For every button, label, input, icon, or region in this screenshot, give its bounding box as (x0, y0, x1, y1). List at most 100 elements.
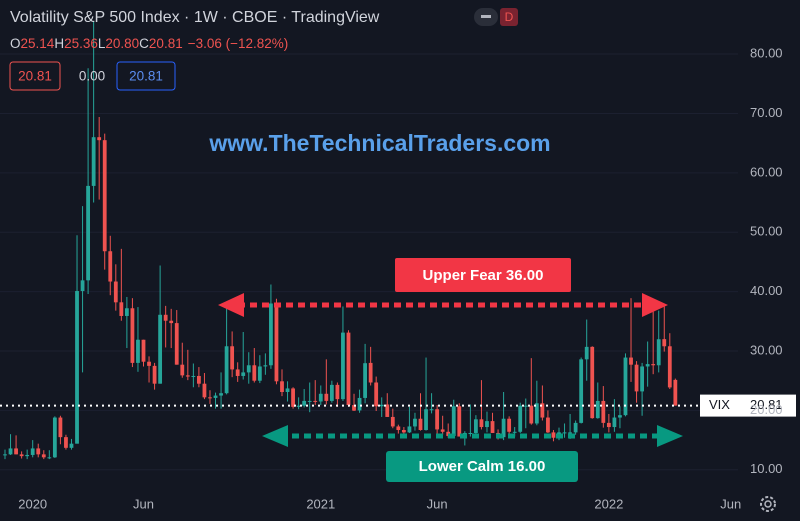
candle-body (152, 365, 157, 384)
candle-body (341, 332, 345, 400)
gear-center (764, 500, 772, 508)
candle-body (385, 404, 390, 417)
legend-value: 25.36 (64, 36, 98, 51)
candle-body (451, 406, 456, 436)
x-tick-label: 2020 (18, 496, 47, 511)
candle-body (457, 406, 462, 437)
candle-body (147, 361, 151, 366)
candle-body (424, 409, 428, 431)
legend-key: H (54, 36, 64, 51)
candle-body (213, 395, 218, 398)
candle-body (568, 432, 572, 434)
candle-body (584, 346, 589, 360)
candle-body (662, 339, 667, 347)
lower-label-box (386, 451, 578, 482)
candle-body (595, 400, 600, 419)
candle-body (534, 403, 539, 424)
candle-body (14, 448, 18, 455)
lower-label: Lower Calm 16.00 (419, 458, 546, 475)
toggle-bar (481, 15, 491, 18)
candle-body (523, 405, 528, 407)
badge: 0.00 (79, 69, 105, 84)
upper-label-box (395, 258, 571, 292)
candle-body (667, 346, 672, 388)
candle-body (219, 393, 223, 396)
candle-body (302, 400, 307, 406)
candle-body (280, 381, 284, 392)
arrowhead-right (642, 293, 668, 317)
lower-arrow (262, 425, 683, 447)
candle-body (485, 421, 489, 428)
candle-body (313, 400, 318, 402)
candle-body (606, 422, 611, 428)
legend-value: 25.14 (21, 36, 55, 51)
candle-body (41, 454, 46, 458)
candle-body (163, 314, 168, 321)
candle-body (291, 388, 295, 407)
candle-body (590, 346, 595, 419)
candle-body (335, 384, 340, 400)
chart-title: Volatility S&P 500 Index · 1W · CBOE · T… (10, 9, 380, 26)
legend-key: O (10, 36, 21, 51)
candle-body (396, 426, 401, 431)
candle-body (91, 137, 96, 186)
candle-body (307, 400, 312, 402)
candle-body (136, 339, 140, 363)
settings-icon[interactable] (760, 496, 776, 512)
candle-body (97, 137, 102, 141)
d-badge[interactable] (500, 8, 518, 26)
arrowhead-left (218, 293, 244, 317)
y-tick-label: 80.00 (750, 45, 783, 60)
legend-value: 20.80 (105, 36, 139, 51)
legend-value: 20.81 (149, 36, 183, 51)
badge-box (116, 61, 176, 91)
upper-arrow (218, 293, 668, 317)
arrowhead-right (657, 425, 683, 447)
candle-body (435, 409, 440, 430)
candle-body (119, 302, 124, 316)
candle-body (623, 357, 628, 416)
candle-body (629, 357, 633, 365)
candle-body (318, 393, 323, 402)
candle-body (651, 364, 656, 366)
candle-body (440, 429, 445, 432)
y-tick-label: 50.00 (750, 224, 783, 239)
candle-body (197, 375, 201, 384)
watermark: www.TheTechnicalTraders.com (208, 130, 550, 156)
candle-body (407, 426, 412, 433)
candle-body (363, 363, 367, 398)
d-badge-letter: D (505, 10, 514, 24)
x-tick-label: Jun (133, 496, 154, 511)
x-tick-label: Jun (427, 496, 448, 511)
candle-body (257, 366, 262, 381)
candle-body (429, 409, 434, 411)
candle-body (64, 437, 68, 448)
candle-body (30, 448, 35, 455)
x-tick-label: 2022 (594, 496, 623, 511)
legend-key: C (139, 36, 149, 51)
badge: 20.81 (18, 69, 52, 84)
y-tick-label: 30.00 (750, 342, 783, 357)
upper-label: Upper Fear 36.00 (423, 267, 544, 284)
y-tick-label: 60.00 (750, 164, 783, 179)
candle-body (8, 448, 13, 455)
candle-body (191, 375, 196, 377)
candle-body (102, 140, 107, 252)
price-label-value: 20.81 (750, 397, 783, 412)
candle-body (673, 379, 678, 406)
candle-body (413, 418, 417, 427)
price-label-box (700, 394, 796, 417)
candles (3, 21, 678, 460)
candle-body (479, 419, 484, 428)
candle-body (202, 383, 207, 398)
candle-body (158, 314, 163, 384)
candle-body (235, 369, 240, 376)
candle-body (512, 431, 517, 433)
y-tick-label: 20.00 (750, 402, 783, 417)
y-tick-label: 70.00 (750, 105, 783, 120)
candle-body (634, 364, 639, 392)
candle-body (368, 362, 373, 383)
candle-body (269, 303, 273, 366)
candle-body (274, 303, 279, 382)
candle-body (47, 457, 52, 459)
